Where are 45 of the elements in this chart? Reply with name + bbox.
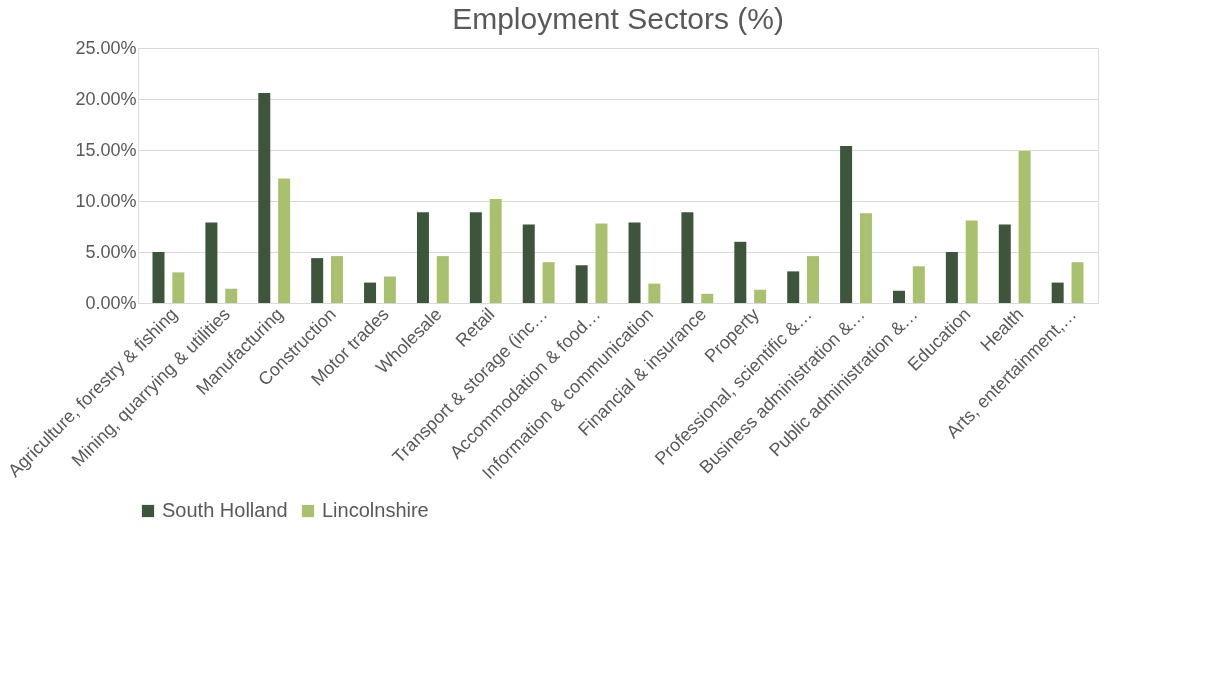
bar [258,92,271,303]
y-tick-label: 20.00% [75,88,137,109]
bar [469,212,482,303]
bar [152,252,165,303]
bar [681,212,694,303]
bar [1071,262,1084,303]
bar [754,289,767,303]
bar [648,283,661,303]
bar [522,224,535,303]
bar [1018,151,1031,303]
bar [892,290,905,303]
bar [701,293,714,303]
bar [787,271,800,303]
bar [364,282,377,303]
bar [311,258,324,303]
bar [416,212,429,303]
bar [205,222,218,303]
y-tick-label: 15.00% [75,139,137,160]
bar [912,266,925,303]
bar [628,222,641,303]
bar [734,241,747,303]
bar [278,178,291,303]
bar [436,256,449,303]
bar [575,265,588,303]
bar [331,256,344,303]
bar [1051,282,1064,303]
bar [945,252,958,303]
bar [965,220,978,303]
bar [172,272,185,303]
bar [840,145,853,303]
chart-title: Employment Sectors (%) [452,2,784,35]
bar [859,213,872,303]
y-tick-label: 10.00% [75,190,137,211]
y-tick-label: 25.00% [75,37,137,58]
y-tick-label: 5.00% [85,241,137,262]
bar [489,198,502,303]
legend-label: South Holland [162,499,288,521]
bar [542,262,555,303]
bar [383,276,396,303]
bar [807,256,820,303]
bar [595,223,608,303]
legend-label: Lincolnshire [322,499,429,521]
bar [225,288,238,303]
y-tick-label: 0.00% [85,292,137,313]
bar [998,224,1011,303]
